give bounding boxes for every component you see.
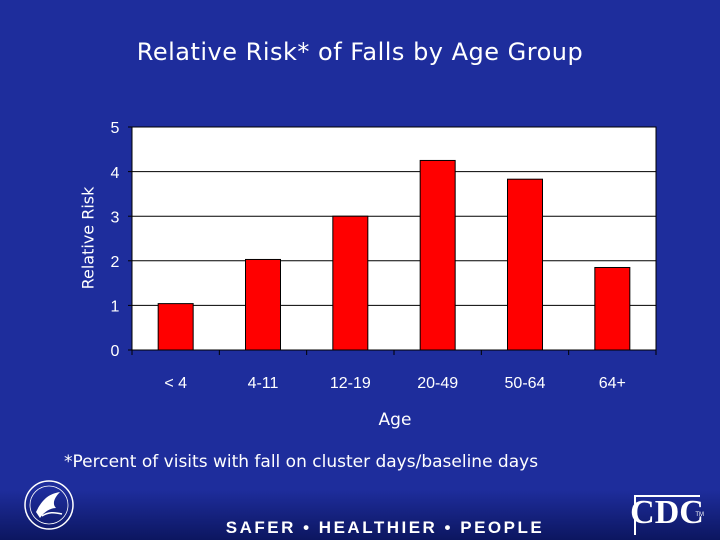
y-tick-label: 3 <box>111 209 120 226</box>
plot-area <box>131 126 657 351</box>
chart-title: Relative Risk* of Falls by Age Group <box>136 38 584 66</box>
x-tick-label: 12-19 <box>330 375 371 392</box>
data-label: 1.04 <box>170 276 205 291</box>
bar <box>245 258 281 351</box>
bar <box>332 215 369 351</box>
y-tick-label: 5 <box>111 120 120 137</box>
bar <box>594 266 631 351</box>
y-tick-label: 4 <box>111 165 120 182</box>
y-tick-label: 2 <box>111 254 120 271</box>
data-label: 3.83 <box>519 151 554 166</box>
x-tick-label: 64+ <box>599 375 626 392</box>
y-tick-label: 1 <box>111 299 120 316</box>
footnote: *Percent of visits with fall on cluster … <box>64 452 539 472</box>
y-tick-label: 0 <box>111 343 120 360</box>
x-tick-label: 20-49 <box>417 375 458 392</box>
tagline: SAFER • HEALTHIER • PEOPLE <box>225 518 545 537</box>
footer-bar <box>0 490 720 540</box>
x-tick-label: < 4 <box>164 375 187 392</box>
y-axis-label: Relative Risk <box>78 186 98 290</box>
data-label: 2.03 <box>257 231 292 246</box>
data-label: 3.00 <box>345 188 380 203</box>
cdc-logo: CDC TM <box>630 493 704 535</box>
x-tick-label: 50-64 <box>505 375 546 392</box>
data-label: 4.25 <box>432 132 467 147</box>
bar <box>507 178 543 351</box>
bar <box>419 159 456 351</box>
x-tick-label: 4-11 <box>248 375 279 392</box>
hhs-seal-icon <box>24 480 74 530</box>
cdc-logo-frame <box>634 495 700 535</box>
cdc-logo-tm: TM <box>695 512 704 518</box>
x-axis-label: Age <box>378 410 412 430</box>
data-label: 1.85 <box>607 239 642 254</box>
cdc-logo-text: CDC <box>630 494 704 531</box>
bar <box>157 303 194 351</box>
